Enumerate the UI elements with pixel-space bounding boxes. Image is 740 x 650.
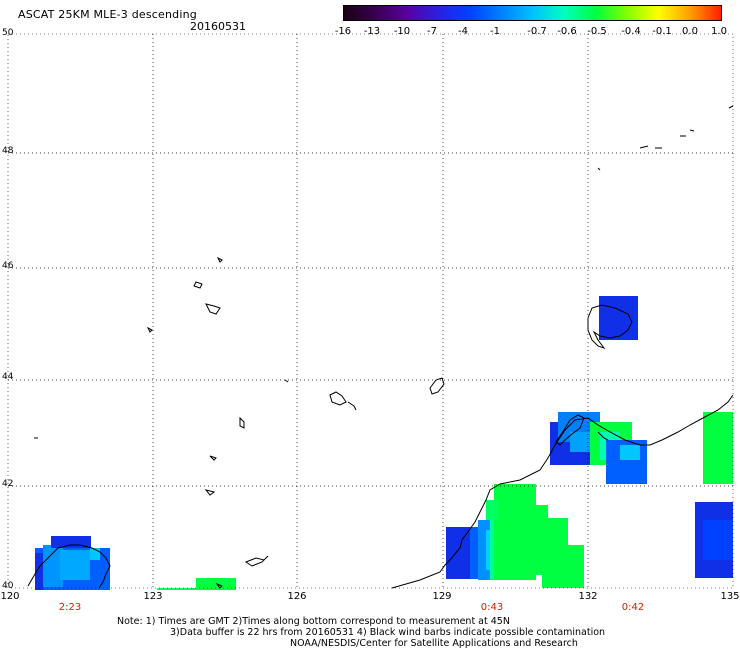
data-swath-southwest [35,536,236,590]
scale-label: -13 [363,26,381,37]
lat-label: 50 [2,28,14,38]
lat-label: 42 [2,479,14,489]
note-line-1: Note: 1) Times are GMT 2)Times along bot… [117,616,510,627]
map-frame [7,33,734,589]
pass-time-label: 2:23 [58,602,82,613]
scale-label: -4 [458,26,468,37]
scale-label: -7 [427,26,437,37]
color-scale-bar [343,5,722,21]
lat-lon-gridlines [8,34,733,588]
lon-label: 120 [0,591,20,602]
pass-time-label: 0:43 [480,602,504,613]
lat-label: 40 [2,581,14,591]
lat-label: 44 [2,372,14,382]
lon-label: 126 [287,591,307,602]
data-swath-east [550,296,733,578]
lat-label: 46 [2,261,14,271]
pass-time-label: 0:42 [621,602,645,613]
lat-label: 48 [2,146,14,156]
note-line-3: NOAA/NESDIS/Center for Satellite Applica… [290,638,578,649]
note-line-2: 3)Data buffer is 22 hrs from 20160531 4)… [170,627,606,638]
scale-label: -0.5 [587,26,607,37]
scale-label: -0.4 [621,26,641,37]
coastline [27,105,734,589]
scale-label: -16 [334,26,352,37]
lon-label: 123 [143,591,163,602]
product-date: 20160531 [190,20,246,33]
product-title: ASCAT 25KM MLE-3 descending [18,8,197,21]
data-swath-central [446,484,584,588]
lon-label: 135 [720,591,740,602]
scale-label: -1 [490,26,500,37]
scale-label: -10 [393,26,411,37]
lon-label: 129 [432,591,452,602]
scale-label: -0.7 [527,26,547,37]
scale-label: -0.1 [652,26,672,37]
lon-label: 132 [578,591,598,602]
scale-label: 0.0 [682,26,698,37]
scale-label: 1.0 [711,26,727,37]
scale-label: -0.6 [557,26,577,37]
